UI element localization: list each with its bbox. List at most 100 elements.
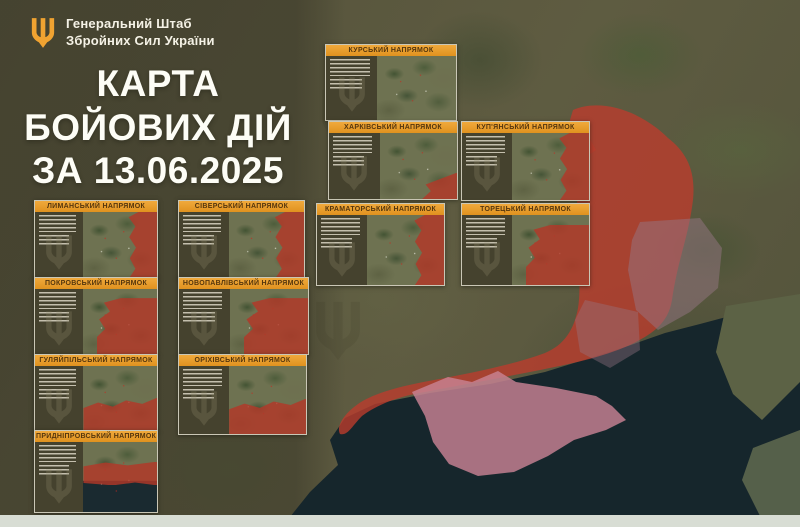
panel-header: ОРІХІВСЬКИЙ НАПРЯМОК [179,355,306,366]
panel-annotation-text [179,212,229,278]
title-line-1: КАРТА [96,63,220,104]
panel-body [317,215,444,285]
annotation-lines [330,59,370,76]
annotation-lines [183,312,215,323]
panel-title: ТОРЕЦЬКИЙ НАПРЯМОК [480,206,571,213]
annotation-lines [466,218,505,235]
direction-panel: КУП'ЯНСЬКИЙ НАПРЯМОК [461,121,590,201]
trident-watermark-icon [44,388,74,430]
panel-body [179,289,308,354]
panel-body [179,212,304,278]
trident-watermark-icon [189,310,219,352]
direction-panel: СІВЕРСЬКИЙ НАПРЯМОК [178,200,305,279]
panel-body [462,133,589,200]
panel-map-thumbnail [228,212,304,278]
annotation-lines [321,218,360,235]
title-line-3: ЗА 13.06.2025 [32,150,284,192]
panel-map-thumbnail [229,366,306,434]
panel-header: ГУЛЯЙПІЛЬСЬКИЙ НАПРЯМОК [35,355,157,366]
annotation-lines [39,292,77,309]
panel-header: КУП'ЯНСЬКИЙ НАПРЯМОК [462,122,589,133]
annotation-lines [39,312,69,323]
panel-body [179,366,306,434]
trident-watermark-icon [44,310,74,352]
page-title: КАРТА БОЙОВИХ ДІЙ ЗА 13.06.2025 [8,62,308,193]
brand-line-2: Збройних Сил України [66,33,215,48]
direction-panel: ПРИДНІПРОВСЬКИЙ НАПРЯМОК [34,430,158,513]
annotation-lines [183,235,214,246]
panel-header: ХАРКІВСЬКИЙ НАПРЯМОК [329,122,457,133]
trident-watermark-icon [44,234,74,276]
panel-title: ГУЛЯЙПІЛЬСЬКИЙ НАПРЯМОК [39,357,153,364]
panel-title: ПРИДНІПРОВСЬКИЙ НАПРЯМОК [36,433,157,440]
panel-header: ТОРЕЦЬКИЙ НАПРЯМОК [462,204,589,215]
direction-panel: ХАРКІВСЬКИЙ НАПРЯМОК [328,121,458,200]
panel-map-thumbnail [229,289,308,354]
panel-map-thumbnail [512,215,589,285]
annotation-lines [330,79,362,90]
panel-annotation-text [35,442,84,512]
panel-body [462,215,589,285]
annotation-lines [39,235,69,246]
trident-watermark-icon [44,468,74,510]
general-staff-brand: Генеральний Штаб Збройних Сил України [30,16,215,50]
panel-map-thumbnail [379,133,457,199]
panel-title: ОРІХІВСЬКИЙ НАПРЯМОК [194,357,291,364]
annotation-lines [466,156,498,167]
annotation-lines [39,465,69,476]
annotation-lines [183,215,222,232]
panel-header: ЛИМАНСЬКИЙ НАПРЯМОК [35,201,157,212]
panel-annotation-text [35,212,84,278]
panel-annotation-text [462,215,513,285]
annotation-lines [39,215,77,232]
panel-map-thumbnail [512,133,589,200]
direction-panel: НОВОПАВЛІВСЬКИЙ НАПРЯМОК [178,277,309,355]
annotation-lines [39,369,77,386]
panel-title: КРАМАТОРСЬКИЙ НАПРЯМОК [324,206,437,213]
panel-title: ЛИМАНСЬКИЙ НАПРЯМОК [46,203,146,210]
panel-map-thumbnail [367,215,444,285]
panel-title: ХАРКІВСЬКИЙ НАПРЯМОК [344,124,442,131]
panel-annotation-text [462,133,513,200]
panel-annotation-text [326,56,378,120]
trident-icon [30,16,56,50]
donetsk-urban-area [628,218,722,330]
trident-watermark-icon [472,156,502,198]
annotation-lines [39,445,77,462]
kuban-land-south [742,430,800,520]
panel-header: ПОКРОВСЬКИЙ НАПРЯМОК [35,278,157,289]
panel-map-thumbnail [83,442,157,512]
brand-line-1: Генеральний Штаб [66,16,192,32]
direction-panel: КУРСЬКИЙ НАПРЯМОК [325,44,457,121]
panel-header: КРАМАТОРСЬКИЙ НАПРЯМОК [317,204,444,215]
trident-watermark-icon [312,300,364,362]
panel-title: НОВОПАВЛІВСЬКИЙ НАПРЯМОК [182,280,305,287]
donetsk-urban-area-south [575,300,640,368]
direction-panel: ПОКРОВСЬКИЙ НАПРЯМОК [34,277,158,355]
panel-map-thumbnail [83,366,157,432]
annotation-lines [183,369,222,386]
trident-watermark-icon [337,76,367,118]
panel-header: КУРСЬКИЙ НАПРЯМОК [326,45,456,56]
panel-header: НОВОПАВЛІВСЬКИЙ НАПРЯМОК [179,278,308,289]
annotation-lines [183,292,223,309]
annotation-lines [466,136,505,153]
direction-panel: ОРІХІВСЬКИЙ НАПРЯМОК [178,354,307,435]
brand-text: Генеральний Штаб Збройних Сил України [66,16,215,50]
panel-body [326,56,456,120]
panel-title: КУРСЬКИЙ НАПРЯМОК [348,47,434,54]
panel-map-thumbnail [83,289,157,354]
panel-map-thumbnail [83,212,157,278]
annotation-lines [333,156,365,167]
occupied-area-east [338,105,694,435]
crimea-region [412,371,626,476]
panel-title: КУП'ЯНСЬКИЙ НАПРЯМОК [476,124,575,131]
panel-body [329,133,457,199]
panel-annotation-text [317,215,368,285]
annotation-lines [321,238,353,249]
panel-body [35,212,157,278]
trident-watermark-icon [189,234,219,276]
panel-annotation-text [179,289,230,354]
annotation-lines [466,238,498,249]
